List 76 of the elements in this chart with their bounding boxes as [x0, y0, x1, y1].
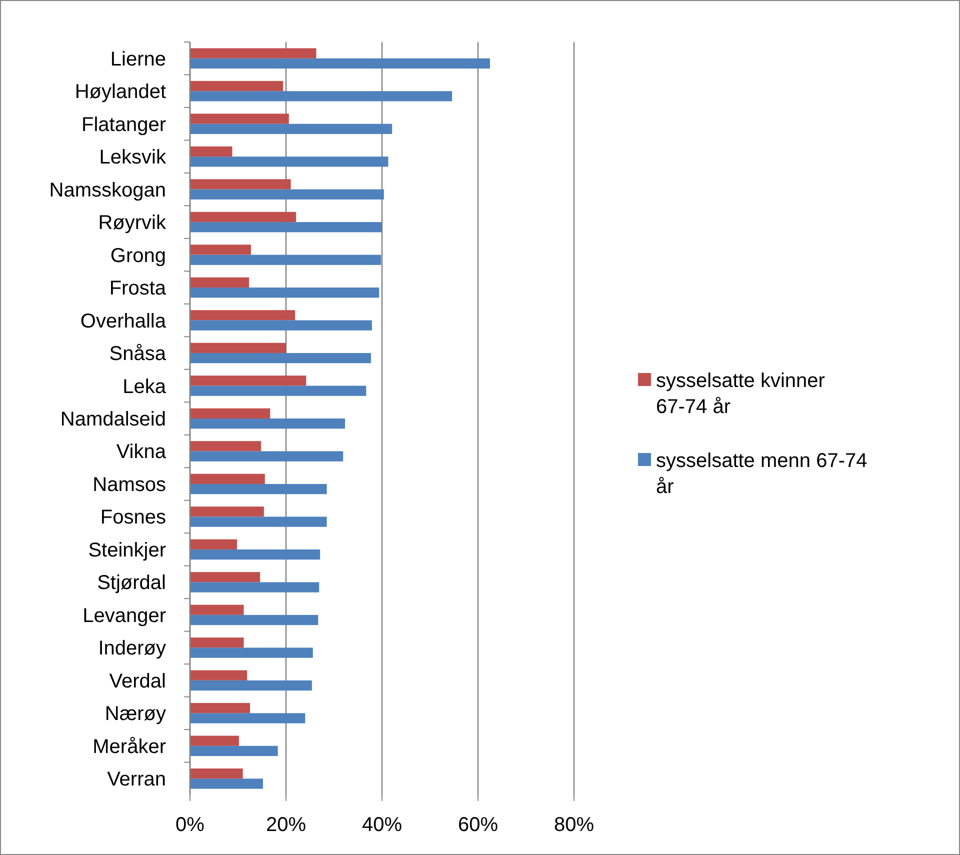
bar: [190, 604, 244, 615]
bar: [190, 582, 320, 592]
bar: [190, 539, 238, 550]
bar: [190, 222, 382, 232]
x-tick-label: 80%: [554, 814, 594, 836]
y-tick-label: Verran: [107, 768, 166, 791]
bar: [190, 288, 380, 298]
y-tick-label: Leka: [122, 376, 167, 398]
bar: [190, 156, 388, 167]
bar: [190, 408, 270, 418]
bar: [190, 58, 490, 69]
legend-label: sysselsatte menn 67-74 år: [656, 450, 868, 498]
bar: [190, 114, 289, 124]
bar: [190, 441, 262, 452]
bar: [190, 484, 327, 494]
bar: [190, 254, 382, 265]
y-tick-label: Namsos: [92, 474, 166, 496]
bar: [190, 768, 243, 779]
bar: [190, 48, 316, 58]
bar: [190, 572, 260, 582]
bar: [190, 680, 312, 691]
legend-label: sysselsatte kvinner 67-74 år: [656, 370, 826, 418]
y-tick-label: Inderøy: [98, 638, 166, 660]
bar: [190, 353, 371, 364]
bar: [190, 736, 239, 746]
y-tick-label: Nærøy: [104, 703, 166, 726]
y-tick-label: Namsskogan: [49, 179, 166, 202]
y-tick-label: Verdal: [109, 670, 166, 692]
y-tick-label: Lierne: [110, 48, 166, 70]
bar: [190, 451, 344, 462]
bar: [190, 746, 278, 756]
bar: [190, 91, 452, 102]
y-tick-label: Overhalla: [80, 310, 167, 332]
y-tick-label: Frosta: [109, 278, 167, 300]
bar: [190, 376, 306, 386]
x-tick-label: 40%: [362, 814, 402, 836]
bar: [190, 320, 372, 330]
bar: [190, 179, 291, 190]
y-tick-label: Steinkjer: [88, 539, 166, 562]
bar: [190, 310, 296, 320]
bar: [190, 342, 286, 354]
bar: [190, 124, 392, 134]
bar: [190, 80, 284, 92]
bar: [190, 614, 318, 626]
bar: [190, 189, 384, 200]
x-tick-label: 0%: [176, 814, 205, 836]
bar: [190, 146, 232, 157]
y-tick-label: Grong: [110, 244, 166, 267]
y-tick-label: Høylandet: [74, 81, 166, 104]
bar: [190, 244, 251, 255]
bar: [190, 638, 244, 648]
y-tick-label: Flatanger: [82, 114, 166, 136]
x-tick-label: 20%: [266, 814, 306, 836]
bar: [190, 212, 296, 222]
bar: [190, 670, 248, 680]
y-tick-label: Meråker: [92, 736, 166, 758]
y-tick-label: Stjørdal: [97, 572, 166, 594]
y-tick-label: Namdalseid: [60, 408, 166, 430]
bar: [190, 549, 320, 560]
bar: [190, 703, 250, 714]
bar: [190, 648, 313, 658]
bar: [190, 506, 264, 517]
bar: [190, 474, 265, 484]
bar: [190, 778, 263, 789]
y-tick-label: Snåsa: [109, 343, 167, 366]
y-tick-label: Røyrvik: [98, 212, 167, 234]
bar: [190, 418, 346, 429]
y-tick-label: Leksvik: [99, 146, 167, 169]
y-tick-label: Fosnes: [100, 506, 166, 529]
x-tick-label: 60%: [458, 814, 498, 836]
bar: [190, 713, 306, 724]
y-tick-label: Vikna: [116, 441, 167, 464]
bar: [190, 386, 366, 396]
bar: [190, 277, 250, 288]
y-tick-label: Levanger: [82, 604, 166, 627]
bar: [190, 516, 327, 527]
